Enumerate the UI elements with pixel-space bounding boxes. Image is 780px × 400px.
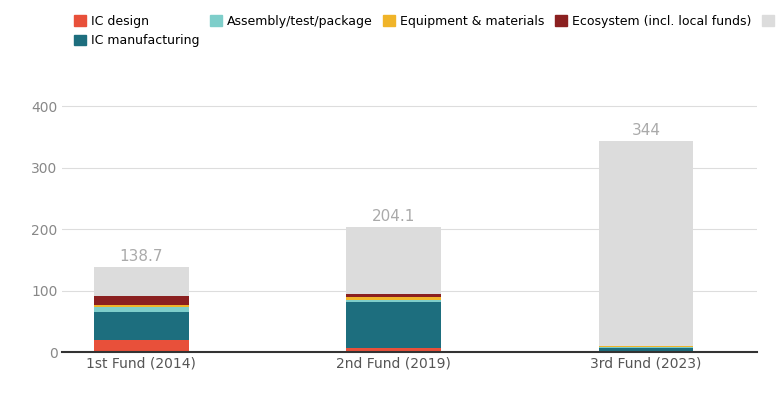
Bar (346, 227, 441, 294)
Text: 344: 344 (632, 123, 661, 138)
Bar (346, 297, 441, 300)
Bar (599, 141, 693, 346)
Bar (346, 348, 441, 352)
Bar (599, 347, 693, 348)
Text: 204.1: 204.1 (372, 209, 416, 224)
Bar (599, 351, 693, 352)
Bar (94, 312, 189, 340)
Bar (94, 267, 189, 296)
Legend: IC design, IC manufacturing, Assembly/test/package, Equipment & materials, Ecosy: IC design, IC manufacturing, Assembly/te… (69, 10, 780, 52)
Bar (94, 305, 189, 307)
Bar (346, 302, 441, 348)
Text: 138.7: 138.7 (119, 249, 163, 264)
Bar (94, 340, 189, 352)
Bar (94, 307, 189, 312)
Bar (346, 300, 441, 302)
Bar (599, 348, 693, 351)
Bar (94, 296, 189, 305)
Bar (346, 294, 441, 297)
Bar (599, 346, 693, 347)
